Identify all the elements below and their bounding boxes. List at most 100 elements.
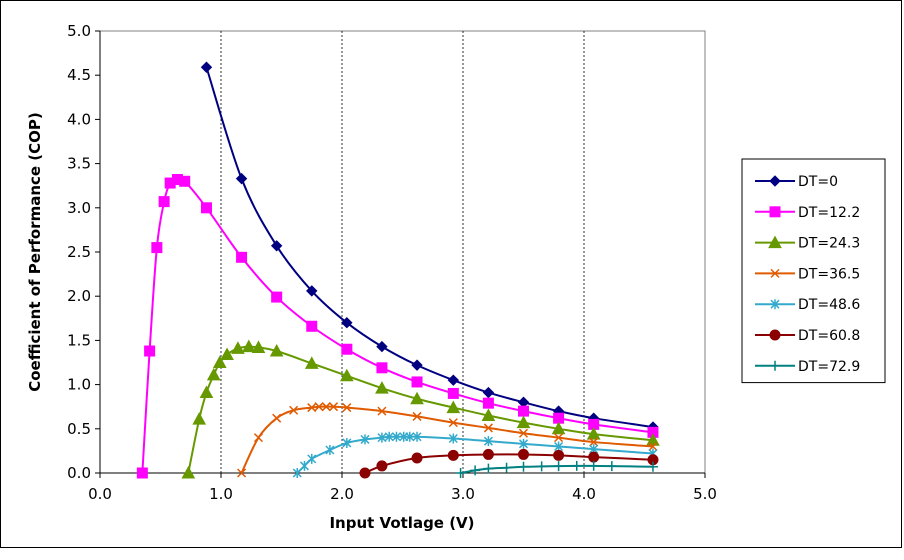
series-dt-12-2 [136,174,659,479]
data-point [553,412,565,424]
x-tick-label: 0.0 [88,485,112,503]
data-point [377,432,387,443]
data-point [158,196,170,208]
data-point [571,460,582,471]
data-point [411,452,423,464]
legend: DT=0 DT=12.2 DT=24.3 DT=36.5 DT=48.6 DT=60.8 D… [741,158,886,384]
data-point [455,468,466,478]
data-point [411,359,423,371]
data-point [200,61,213,73]
data-point [192,412,207,425]
data-point [289,405,299,415]
data-point [220,347,234,361]
data-point [235,172,248,185]
data-point [206,367,221,381]
data-point [483,423,493,433]
data-point [589,437,599,447]
legend-marker [770,360,780,371]
legend-label: DT=12.2 [798,205,860,221]
data-point [253,433,264,443]
data-point [410,391,424,405]
x-tick-label: 2.0 [330,485,354,503]
legend-item: DT=60.8 [755,328,860,344]
data-point [536,461,547,472]
legend-label: DT=0 [798,174,838,190]
data-point [446,400,461,414]
data-point [179,175,191,187]
data-point [321,402,331,412]
data-point [447,374,460,386]
y-tick-label: 5.0 [67,22,91,40]
y-tick-label: 0.0 [67,464,91,482]
legend-label: DT=36.5 [798,266,860,282]
legend-item: DT=48.6 [755,297,860,313]
data-point [518,405,529,417]
data-point [448,418,458,428]
data-point [470,465,481,476]
x-tick-label: 4.0 [572,485,596,503]
legend-item: DT=36.5 [755,266,860,282]
legend-label: DT=60.8 [798,328,860,344]
data-point [251,340,266,353]
legend-label: DT=48.6 [798,297,860,313]
data-point [199,385,214,399]
data-point [518,438,529,449]
data-point [412,431,422,442]
x-tick-label: 5.0 [693,485,717,503]
data-point [516,415,531,429]
data-point [360,434,370,445]
data-point [339,368,354,382]
data-point [306,285,318,297]
y-tick-label: 3.5 [67,155,91,173]
data-point [553,449,565,461]
legend-item: DT=24.3 [755,235,860,252]
data-point [501,462,512,473]
data-point [376,362,388,374]
data-point [588,460,599,471]
legend-marker [769,175,781,187]
data-point [411,376,423,388]
data-point [200,202,212,214]
data-point [241,339,256,353]
series-dt-72-9 [455,460,658,478]
data-point [272,413,282,423]
data-point [553,461,564,472]
y-tick-label: 2.5 [67,243,91,261]
x-axis-title: Input Votlage (V) [329,514,474,532]
data-point [482,448,494,460]
data-point [377,406,387,416]
data-point [405,431,415,442]
axes: 0.0 1.0 2.0 3.0 4.0 5.0 0.0 0.5 1.0 1.5 2.0 2.5 3.0 3… [67,22,717,503]
data-point [341,317,353,329]
data-point [136,467,148,479]
data-point [307,453,317,464]
data-point [588,451,600,463]
data-point [554,441,564,452]
series-dt-24-3 [181,339,660,479]
x-tick-label: 3.0 [451,485,475,503]
data-point [412,411,422,421]
data-point [447,387,459,399]
data-point [231,341,245,354]
data-point [483,463,494,474]
data-point [648,441,658,452]
data-point [482,397,494,409]
plot-area [99,30,706,474]
data-point [181,465,196,479]
data-point [606,461,617,472]
data-point [304,356,319,369]
data-point [359,467,371,479]
series-dt-60-8 [359,448,659,479]
legend-label: DT=72.9 [798,359,860,375]
data-point [342,403,352,413]
data-point [391,431,401,442]
legend-marker [769,329,781,341]
data-point [237,468,247,478]
data-point [299,460,310,471]
series-dt-36-5 [237,402,658,478]
y-tick-label: 4.0 [67,110,91,128]
data-point [376,460,388,472]
data-point [270,240,283,252]
data-point [482,386,495,399]
